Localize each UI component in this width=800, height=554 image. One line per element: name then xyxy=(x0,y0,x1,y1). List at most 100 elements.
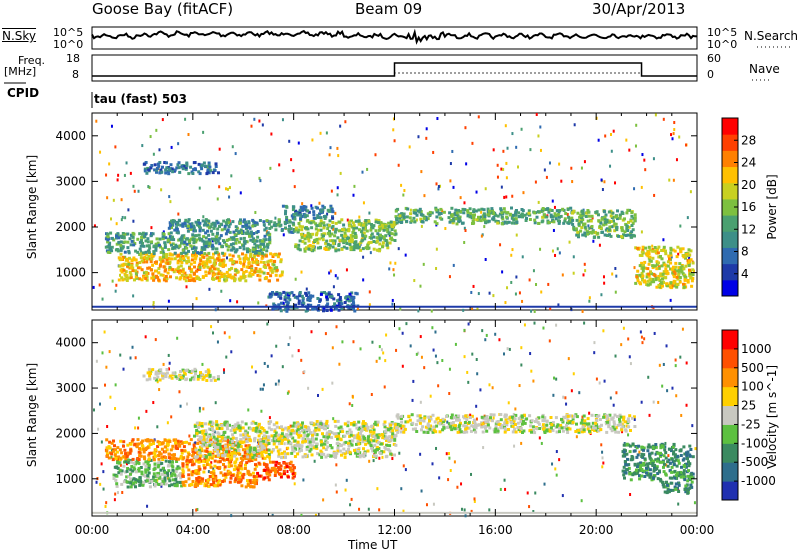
power-echo-cell xyxy=(249,252,253,256)
power-echo-cell xyxy=(212,238,216,242)
power-noise-cell xyxy=(471,306,474,310)
power-echo-cell xyxy=(215,238,219,242)
velocity-noise-cell xyxy=(335,463,338,467)
velocity-noise-cell xyxy=(420,489,423,493)
power-echo-cell xyxy=(676,282,680,286)
power-echo-cell xyxy=(370,223,373,226)
power-noise-cell xyxy=(392,268,395,272)
power-echo-cell xyxy=(255,261,259,264)
velocity-echo-cell xyxy=(209,440,213,444)
velocity-echo-cell xyxy=(334,434,338,438)
power-echo-cell xyxy=(661,277,664,281)
power-echo-cell xyxy=(204,244,208,248)
velocity-noise-cell xyxy=(391,457,394,461)
power-noise-cell xyxy=(158,148,161,152)
power-echo-cell xyxy=(688,253,691,257)
power-noise-cell xyxy=(669,298,672,302)
power-echo-cell xyxy=(278,224,282,228)
power-echo-cell xyxy=(198,257,202,261)
power-echo-cell xyxy=(326,242,330,246)
power-echo-cell xyxy=(268,295,272,299)
velocity-echo-cell xyxy=(146,474,150,478)
power-echo-cell xyxy=(321,238,325,242)
velocity-echo-cell xyxy=(163,473,167,477)
power-noise-cell xyxy=(685,143,688,147)
power-echo-cell xyxy=(354,219,358,223)
power-echo-cell xyxy=(136,250,140,254)
power-echo-cell xyxy=(681,272,685,276)
power-echo-cell xyxy=(455,222,459,226)
velocity-noise-cell xyxy=(212,331,215,335)
velocity-echo-cell xyxy=(275,460,279,464)
velocity-noise-cell xyxy=(247,408,250,412)
power-noise-cell xyxy=(334,274,337,278)
power-echo-cell xyxy=(638,273,642,277)
power-noise-cell xyxy=(573,123,576,127)
power-noise-cell xyxy=(160,188,163,192)
power-noise-cell xyxy=(537,200,540,204)
velocity-noise-cell xyxy=(335,490,338,494)
power-echo-cell xyxy=(106,232,110,236)
velocity-echo-cell xyxy=(229,476,233,480)
velocity-noise-cell xyxy=(166,421,169,425)
power-echo-cell xyxy=(439,207,443,211)
velocity-echo-cell xyxy=(273,467,277,471)
velocity-echo-cell xyxy=(262,436,266,440)
power-echo-cell xyxy=(515,221,519,224)
power-echo-cell xyxy=(169,231,173,235)
velocity-echo-cell xyxy=(336,446,340,450)
power-echo-cell xyxy=(395,216,399,220)
velocity-echo-cell xyxy=(243,467,247,470)
power-echo-cell xyxy=(674,265,678,269)
velocity-echo-cell xyxy=(218,465,222,469)
power-echo-cell xyxy=(556,213,560,217)
power-echo-cell xyxy=(182,277,186,281)
power-echo-cell xyxy=(274,228,278,232)
velocity-noise-cell xyxy=(694,447,697,451)
velocity-echo-cell xyxy=(131,438,135,442)
power-echo-cell xyxy=(332,241,335,245)
velocity-echo-cell xyxy=(251,428,255,432)
velocity-echo-cell xyxy=(217,432,221,436)
power-echo-cell xyxy=(213,258,217,262)
power-echo-cell xyxy=(341,236,345,240)
velocity-echo-cell xyxy=(216,435,220,439)
power-echo-cell xyxy=(193,279,197,283)
velocity-noise-cell xyxy=(542,326,545,330)
power-echo-cell xyxy=(563,219,567,223)
power-echo-cell xyxy=(450,214,454,218)
power-echo-cell xyxy=(651,249,655,253)
velocity-echo-cell xyxy=(329,444,332,447)
power-noise-cell xyxy=(504,301,507,305)
velocity-noise-cell xyxy=(419,400,422,404)
power-echo-cell xyxy=(242,240,246,244)
power-noise-cell xyxy=(633,187,636,191)
velocity-echo-cell xyxy=(260,450,264,454)
power-echo-cell xyxy=(136,237,140,241)
power-noise-cell xyxy=(214,308,217,312)
power-echo-cell xyxy=(642,266,646,270)
velocity-noise-cell xyxy=(210,461,213,465)
velocity-echo-cell xyxy=(307,428,311,432)
velocity-noise-cell xyxy=(277,379,280,383)
velocity-noise-cell xyxy=(437,384,440,388)
velocity-noise-cell xyxy=(572,372,575,376)
velocity-echo-cell xyxy=(394,443,398,447)
power-noise-cell xyxy=(368,303,371,307)
power-echo-cell xyxy=(381,245,384,249)
power-noise-cell xyxy=(580,166,583,170)
power-echo-cell xyxy=(514,213,518,217)
velocity-noise-cell xyxy=(113,498,116,502)
velocity-noise-cell xyxy=(491,386,494,390)
power-noise-cell xyxy=(480,234,483,238)
power-echo-cell xyxy=(204,222,208,226)
power-echo-cell xyxy=(288,224,291,228)
velocity-echo-cell xyxy=(178,472,182,476)
velocity-echo-cell xyxy=(169,448,173,452)
velocity-echo-cell xyxy=(171,444,175,448)
power-echo-cell xyxy=(435,215,439,219)
velocity-noise-cell xyxy=(445,452,448,456)
power-echo-cell xyxy=(488,209,491,213)
power-echo-cell xyxy=(610,216,614,220)
power-echo-cell xyxy=(206,170,210,174)
